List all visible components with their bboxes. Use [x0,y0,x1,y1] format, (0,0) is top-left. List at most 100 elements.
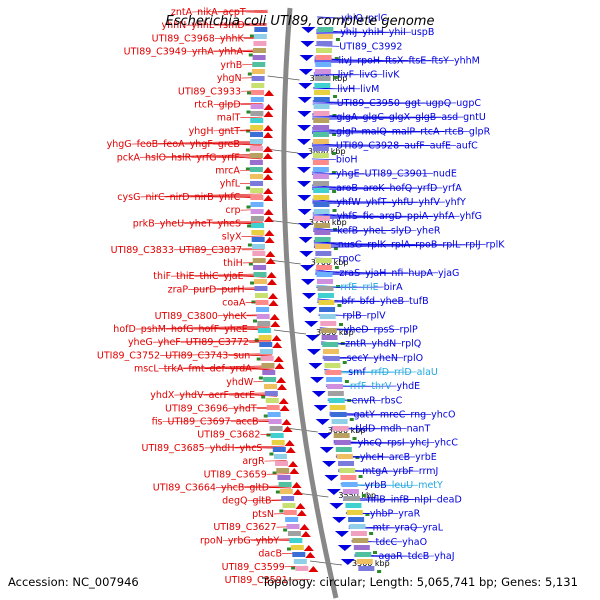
minus-gene-label[interactable]: yjaE [224,271,244,282]
plus-gene-label[interactable]: glgB [415,112,436,123]
plus-gene-label[interactable]: yhfU [392,197,414,208]
plus-gene-label[interactable]: rtcB [445,126,464,137]
plus-gene-label[interactable]: infB [391,494,410,505]
minus-gene-label[interactable]: nirD [170,192,190,203]
minus-gene-label[interactable]: yheU [160,218,184,229]
plus-gene-label[interactable]: yraL [422,523,443,534]
minus-gene-label[interactable]: yrfG [196,152,216,163]
plus-gene-label[interactable]: hflB [367,494,386,505]
plus-gene-label[interactable]: deaD [437,494,462,505]
plus-gene-label[interactable]: rrlD [394,367,412,378]
plus-gene-label[interactable]: ugpC [456,98,481,109]
minus-gene-label[interactable]: hslR [171,152,192,163]
plus-gene-label[interactable]: metY [418,480,443,491]
minus-gene-label[interactable]: yhdV [179,390,204,401]
minus-gene-label[interactable]: yhcS [240,443,263,454]
plus-gene-label[interactable]: nlpI [414,494,432,505]
plus-gene-label[interactable]: yhgE [336,169,360,180]
minus-gene-label[interactable]: argR [242,456,265,467]
plus-gene-label[interactable]: bfr [341,296,354,307]
minus-gene-label[interactable]: UTI89_C3697 [168,416,231,427]
plus-gene-label[interactable]: rpoH [357,55,380,66]
plus-gene-label[interactable]: glpR [469,126,491,137]
plus-gene-label[interactable]: tdcC [376,537,398,548]
minus-gene-label[interactable]: mrcA [215,166,240,177]
plus-gene-label[interactable]: UTI89_C3928 [336,140,399,151]
minus-gene-label[interactable]: yheF [158,337,181,348]
minus-gene-label[interactable]: yheG [128,337,153,348]
plus-gene-label[interactable]: zraS [339,268,360,279]
plus-gene-label[interactable]: rtcA [420,126,440,137]
plus-gene-label[interactable]: arcB [389,452,410,463]
plus-gene-label[interactable]: mdh [380,424,401,435]
minus-gene-label[interactable]: yheT [189,218,212,229]
minus-gene-label[interactable]: sun [233,350,250,361]
minus-gene-label[interactable]: feoA [163,139,185,150]
plus-gene-label[interactable]: argD [379,211,402,222]
plus-gene-label[interactable]: bioH [336,155,358,166]
plus-gene-label[interactable]: yraQ [395,523,418,534]
plus-gene-label[interactable]: yhcJ [410,438,430,449]
minus-gene-label[interactable]: yhgF [190,139,213,150]
minus-gene-label[interactable]: hofF [199,324,220,335]
plus-gene-label[interactable]: yheR [416,225,440,236]
minus-gene-label[interactable]: acrF [209,390,229,401]
plus-gene-label[interactable]: ppiA [407,211,429,222]
minus-gene-label[interactable]: degQ [222,496,247,507]
plus-gene-label[interactable]: aroK [363,183,385,194]
minus-gene-label[interactable]: UTI89_C3772 [186,337,249,348]
minus-gene-label[interactable]: hofG [171,324,194,335]
plus-gene-label[interactable]: rbsC [381,395,403,406]
minus-gene-label[interactable]: UTI89_C3800 [155,311,218,322]
plus-gene-label[interactable]: leuU [392,480,414,491]
minus-gene-label[interactable]: yhhA [219,47,244,58]
minus-gene-label[interactable]: yrfF [222,152,240,163]
plus-gene-label[interactable]: rplB [343,310,362,321]
minus-gene-label[interactable]: pckA [117,152,141,163]
plus-gene-label[interactable]: yrbB [365,480,387,491]
plus-gene-label[interactable]: uspB [411,27,435,38]
minus-gene-label[interactable]: rtcR [194,99,214,110]
minus-gene-label[interactable]: slyX [222,232,242,243]
minus-gene-label[interactable]: yhhN [161,20,186,31]
plus-gene-label[interactable]: ugpQ [426,98,452,109]
minus-gene-label[interactable]: cysG [117,192,140,203]
minus-gene-label[interactable]: coaA [222,298,246,309]
minus-gene-label[interactable]: UTI89_C3837 [179,245,242,256]
minus-gene-label[interactable]: yrhA [192,47,214,58]
plus-gene-label[interactable]: rplK [486,240,506,251]
minus-gene-label[interactable]: UTI89_C3968 [152,33,215,44]
plus-gene-label[interactable]: aufE [430,140,451,151]
minus-gene-label[interactable]: UTI89_C3933 [178,86,241,97]
plus-gene-label[interactable]: yhiI [389,27,406,38]
plus-gene-label[interactable]: mtr [373,523,390,534]
plus-gene-label[interactable]: aroB [336,183,358,194]
minus-gene-label[interactable]: yheK [223,311,247,322]
plus-gene-label[interactable]: yrfA [442,183,462,194]
plus-gene-label[interactable]: UTI89_C3901 [365,169,428,180]
plus-gene-label[interactable]: aufC [456,140,478,151]
plus-gene-label[interactable]: bfd [360,296,375,307]
plus-gene-label[interactable]: rplA [391,240,411,251]
minus-gene-label[interactable]: purD [193,284,216,295]
minus-gene-label[interactable]: UTI89_C3599 [222,562,285,573]
plus-gene-label[interactable]: slyD [391,225,412,236]
minus-gene-label[interactable]: UTI89_C3627 [213,522,276,533]
minus-gene-label[interactable]: yheE [224,324,248,335]
plus-gene-label[interactable]: glgA [336,112,358,123]
minus-gene-label[interactable]: def [210,364,226,375]
plus-gene-label[interactable]: rrlE [362,282,378,293]
plus-gene-label[interactable]: yheB [380,296,404,307]
minus-gene-label[interactable]: UTI89_C3752 [97,350,160,361]
minus-gene-label[interactable]: nikA [197,7,218,18]
plus-gene-label[interactable]: yheL [363,225,386,236]
plus-gene-label[interactable]: livF [338,70,354,81]
plus-gene-label[interactable]: yhaJ [434,551,454,562]
plus-gene-label[interactable]: malP [392,126,416,137]
plus-gene-label[interactable]: rpsS [374,324,395,335]
plus-gene-label[interactable]: livH [337,84,355,95]
plus-gene-label[interactable]: asd [441,112,458,123]
plus-gene-label[interactable]: yhfG [460,211,482,222]
minus-gene-label[interactable]: malT [217,113,241,124]
plus-gene-label[interactable]: ftsY [431,55,449,66]
